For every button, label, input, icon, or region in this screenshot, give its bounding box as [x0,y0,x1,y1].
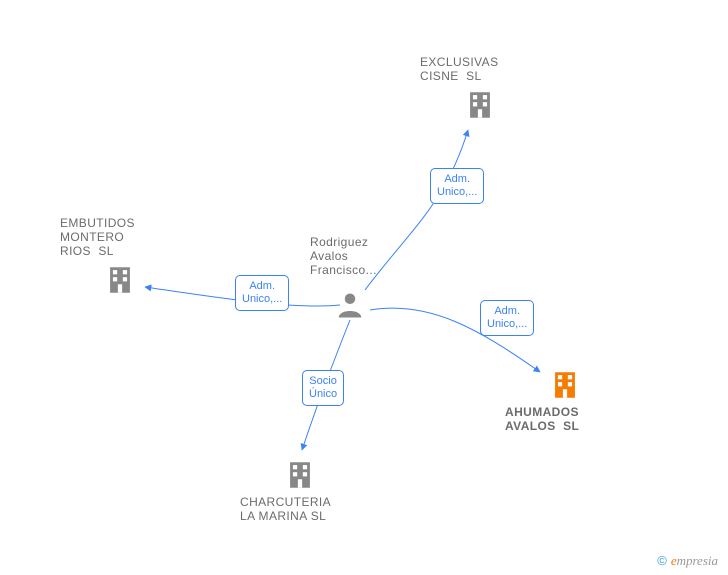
edge-label-charcuteria: Socio Único [302,370,344,406]
edge-label-ahumados: Adm. Unico,... [480,300,534,336]
building-icon [103,263,137,297]
person-icon [335,290,365,320]
node-ahumados[interactable] [548,368,582,402]
node-exclusivas-label: EXCLUSIVAS CISNE SL [420,55,540,83]
edge-label-exclusivas: Adm. Unico,... [430,168,484,204]
node-charcuteria[interactable] [283,458,317,492]
node-person-label: Rodriguez Avalos Francisco... [310,235,400,277]
diagram-canvas: ©empresia Rodriguez Avalos Francisco... … [0,0,728,575]
edge-label-embutidos: Adm. Unico,... [235,275,289,311]
building-icon [283,458,317,492]
node-embutidos[interactable] [103,263,137,297]
node-ahumados-label: AHUMADOS AVALOS SL [505,405,625,433]
brand-rest: mpresia [677,553,718,568]
node-exclusivas[interactable] [463,88,497,122]
node-person-center[interactable] [335,290,365,320]
building-icon [463,88,497,122]
building-icon [548,368,582,402]
copyright-symbol: © [657,553,667,568]
node-embutidos-label: EMBUTIDOS MONTERO RIOS SL [60,216,180,258]
node-charcuteria-label: CHARCUTERIA LA MARINA SL [240,495,360,523]
watermark: ©empresia [657,553,718,569]
